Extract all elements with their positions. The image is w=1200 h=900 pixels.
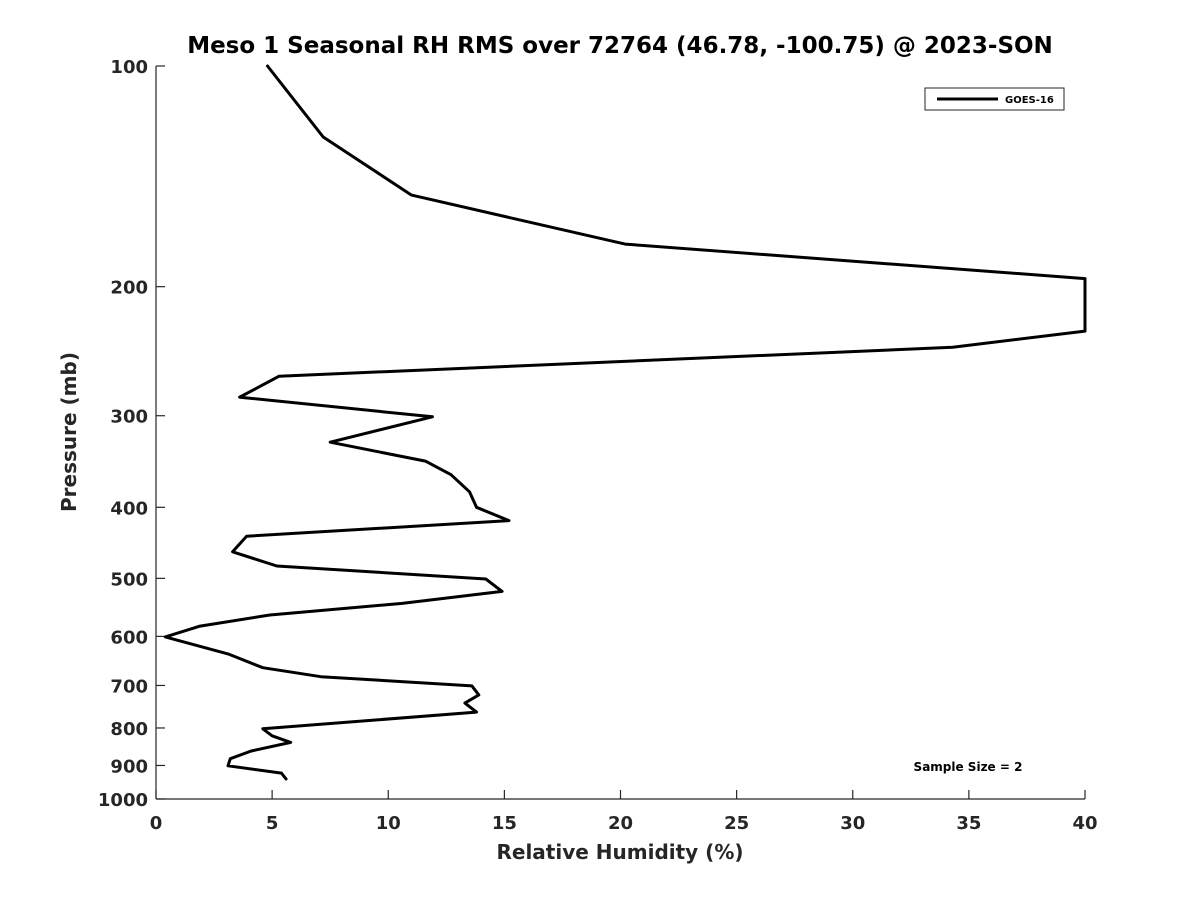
x-tick-label: 0 — [150, 813, 163, 834]
x-ticks: 0 5 10 15 20 25 30 35 40 — [150, 790, 1098, 834]
x-tick-label: 35 — [956, 813, 981, 834]
legend-label-goes-16: GOES-16 — [1005, 95, 1054, 106]
y-tick-label: 1000 — [98, 790, 148, 811]
x-tick-label: 25 — [724, 813, 749, 834]
x-tick-label: 30 — [840, 813, 865, 834]
y-tick-label: 200 — [110, 278, 148, 299]
x-axis-label: Relative Humidity (%) — [496, 840, 743, 864]
x-tick-label: 40 — [1072, 813, 1097, 834]
x-tick-label: 10 — [376, 813, 401, 834]
y-tick-label: 100 — [110, 57, 148, 78]
x-tick-label: 15 — [492, 813, 517, 834]
legend: GOES-16 — [924, 87, 1065, 111]
y-tick-label: 300 — [110, 407, 148, 428]
series-line-goes-16 — [163, 64, 1087, 781]
y-tick-label: 800 — [110, 719, 148, 740]
x-tick-label: 5 — [266, 813, 279, 834]
y-tick-label: 600 — [110, 627, 148, 648]
y-axis-label: Pressure (mb) — [57, 352, 81, 512]
series-layer — [163, 64, 1087, 781]
y-tick-label: 400 — [110, 498, 148, 519]
x-tick-label: 20 — [608, 813, 633, 834]
y-ticks: 100 200 300 400 500 600 700 800 900 1000 — [98, 57, 165, 811]
y-tick-label: 900 — [110, 756, 148, 777]
sample-size-annotation: Sample Size = 2 — [914, 760, 1023, 774]
y-tick-label: 700 — [110, 676, 148, 697]
chart-title: Meso 1 Seasonal RH RMS over 72764 (46.78… — [187, 33, 1053, 59]
y-tick-label: 500 — [110, 569, 148, 590]
